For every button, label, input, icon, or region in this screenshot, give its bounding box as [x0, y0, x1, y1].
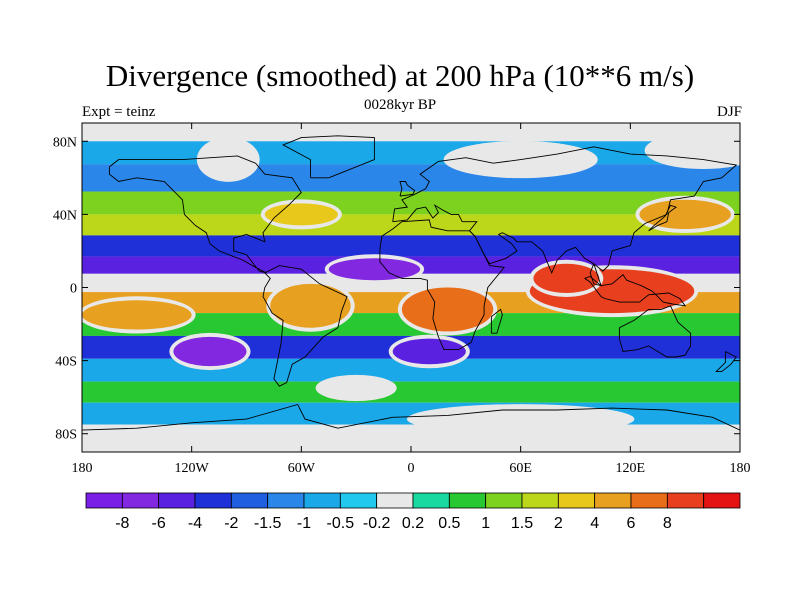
coast-new-zealand [715, 351, 737, 373]
field-band [82, 164, 740, 192]
colorbar-label: -1.5 [254, 515, 282, 532]
colorbar-label: 8 [663, 515, 672, 532]
colorbar-swatch [485, 492, 523, 509]
colorbar-swatch [303, 492, 341, 509]
colorbar-label: -1 [297, 515, 311, 532]
lat-tick-label: 0 [70, 282, 77, 297]
colorbar-label: -6 [152, 515, 166, 532]
field-blob [319, 378, 393, 398]
colorbar-label: 0.5 [438, 515, 460, 532]
colorbar-label: 0.2 [402, 515, 424, 532]
lat-tick-label: 40S [55, 355, 77, 370]
colorbar-label: -0.5 [327, 515, 355, 532]
lat-tick-label: 40N [53, 208, 77, 223]
coast-north-america [108, 155, 302, 274]
coast-indonesia [584, 274, 687, 307]
coast-madagascar [490, 308, 503, 334]
colorbar-label: 1.5 [511, 515, 533, 532]
field-band [82, 191, 740, 215]
colorbar-swatch [630, 492, 668, 509]
field-blob [648, 135, 740, 166]
colorbar-swatch [376, 492, 414, 509]
lon-tick-label: 180 [730, 461, 751, 476]
field-band [82, 358, 740, 382]
field-band [82, 214, 740, 236]
field-band [82, 235, 740, 257]
colorbar-swatch [448, 492, 487, 509]
colorbar-swatch [557, 492, 596, 509]
colorbar-label: 2 [554, 515, 563, 532]
colorbar-swatch [121, 492, 160, 509]
coast-eurasia [392, 146, 738, 287]
field-blob [82, 300, 192, 330]
colorbar-label: 4 [590, 515, 599, 532]
field-blob [639, 199, 731, 230]
colorbar-swatch [194, 492, 232, 509]
field-blob [533, 263, 600, 293]
colorbar-label: 1 [481, 515, 490, 532]
lon-tick-label: 60W [288, 461, 316, 476]
field-blob [392, 338, 466, 365]
lon-tick-label: 60E [509, 461, 532, 476]
coastlines [82, 135, 740, 431]
map-title: Divergence (smoothed) at 200 hPa (10**6 … [105, 58, 695, 93]
colorbar-swatch [230, 492, 269, 509]
field-band [82, 123, 740, 142]
colorbar-swatch [267, 492, 305, 509]
coast-japan [648, 204, 677, 232]
season-label: DJF [716, 104, 742, 120]
divergence-field [82, 123, 740, 452]
lon-tick-label: 0 [408, 461, 415, 476]
colorbar-swatch [412, 492, 450, 509]
colorbar-swatch [158, 492, 196, 509]
lon-tick-label: 120W [175, 461, 210, 476]
colorbar-swatch [85, 492, 123, 509]
field-band [82, 141, 740, 165]
colorbar-label: -4 [188, 515, 202, 532]
lat-tick-label: 80S [55, 428, 77, 443]
coast-greenland [282, 135, 375, 179]
coast-australia [618, 305, 692, 358]
field-blob [270, 283, 351, 328]
field-blob [411, 408, 631, 431]
coast-uk [399, 181, 416, 197]
field-blob [264, 203, 338, 226]
colorbar-label: -8 [115, 515, 129, 532]
lon-tick-label: 120E [616, 461, 646, 476]
coast-south-america [262, 265, 348, 387]
experiment-label: Expt = teinz [82, 104, 156, 120]
field-blob [328, 258, 421, 281]
colorbar-swatch [594, 492, 632, 509]
colorbar-label: 6 [627, 515, 636, 532]
colorbar-label: -0.2 [363, 515, 391, 532]
lon-tick-label: 180 [72, 461, 93, 476]
field-blob [200, 141, 256, 178]
field-blob [401, 287, 494, 332]
colorbar: -8 -6 -4 -2 -1.5 -1 -0.5 -0.2 0.2 0.5 1 1.5 2 4 6 8 [85, 492, 741, 532]
colorbar-label: -2 [224, 515, 238, 532]
field-band [82, 381, 740, 403]
coast-africa [379, 219, 506, 351]
colorbar-swatch [703, 492, 741, 509]
colorbar-swatch [666, 492, 705, 509]
colorbar-swatch [339, 492, 378, 509]
coast-antarctica [82, 403, 740, 431]
colorbar-swatch [521, 492, 559, 509]
time-label: 0028kyr BP [363, 97, 437, 113]
axis-ticks: 80N 40N 0 40S 80S 180 120W 60W 0 60E 120E 180 [53, 123, 751, 476]
field-blob [173, 336, 247, 367]
lat-tick-label: 80N [53, 135, 77, 150]
